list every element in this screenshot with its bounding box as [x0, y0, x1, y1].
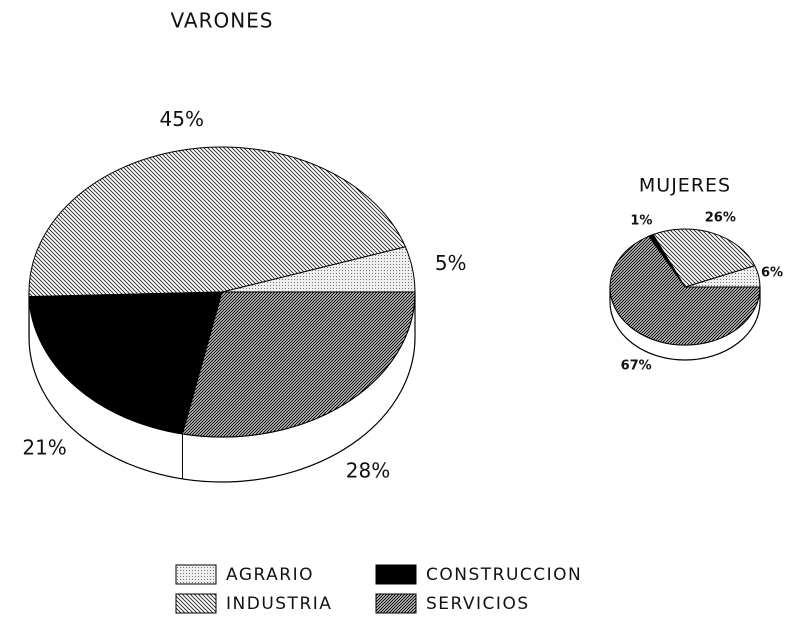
pie-slice: CONSTRUCCION	[28, 291, 223, 435]
legend-swatch	[375, 564, 417, 585]
data-label: 1%	[630, 213, 652, 228]
legend-label: CONSTRUCCION	[426, 565, 582, 585]
data-label: 28%	[346, 459, 390, 483]
pie-slice: INDUSTRIA	[652, 228, 756, 288]
pie-slice: INDUSTRIA	[28, 146, 407, 298]
legend-swatch	[175, 593, 217, 614]
legend-label: SERVICIOS	[426, 594, 530, 614]
chart-title: MUJERES	[639, 175, 731, 197]
data-label: 26%	[705, 210, 736, 225]
data-label: 67%	[621, 358, 652, 373]
legend: AGRARIO INDUSTRIA CONSTRUCCION SERVICIOS	[175, 564, 582, 614]
pie-slice: SERVICIOS	[609, 235, 761, 346]
legend-swatch	[175, 564, 217, 585]
legend-label: INDUSTRIA	[226, 594, 332, 614]
data-label: 6%	[761, 266, 783, 281]
data-label: 21%	[22, 435, 66, 459]
legend-label: AGRARIO	[226, 565, 314, 585]
pie-slice: SERVICIOS	[181, 291, 416, 438]
data-label: 45%	[160, 107, 204, 131]
legend-swatch	[375, 593, 417, 614]
data-label: 5%	[435, 251, 467, 275]
chart-title: VARONES	[170, 9, 273, 33]
